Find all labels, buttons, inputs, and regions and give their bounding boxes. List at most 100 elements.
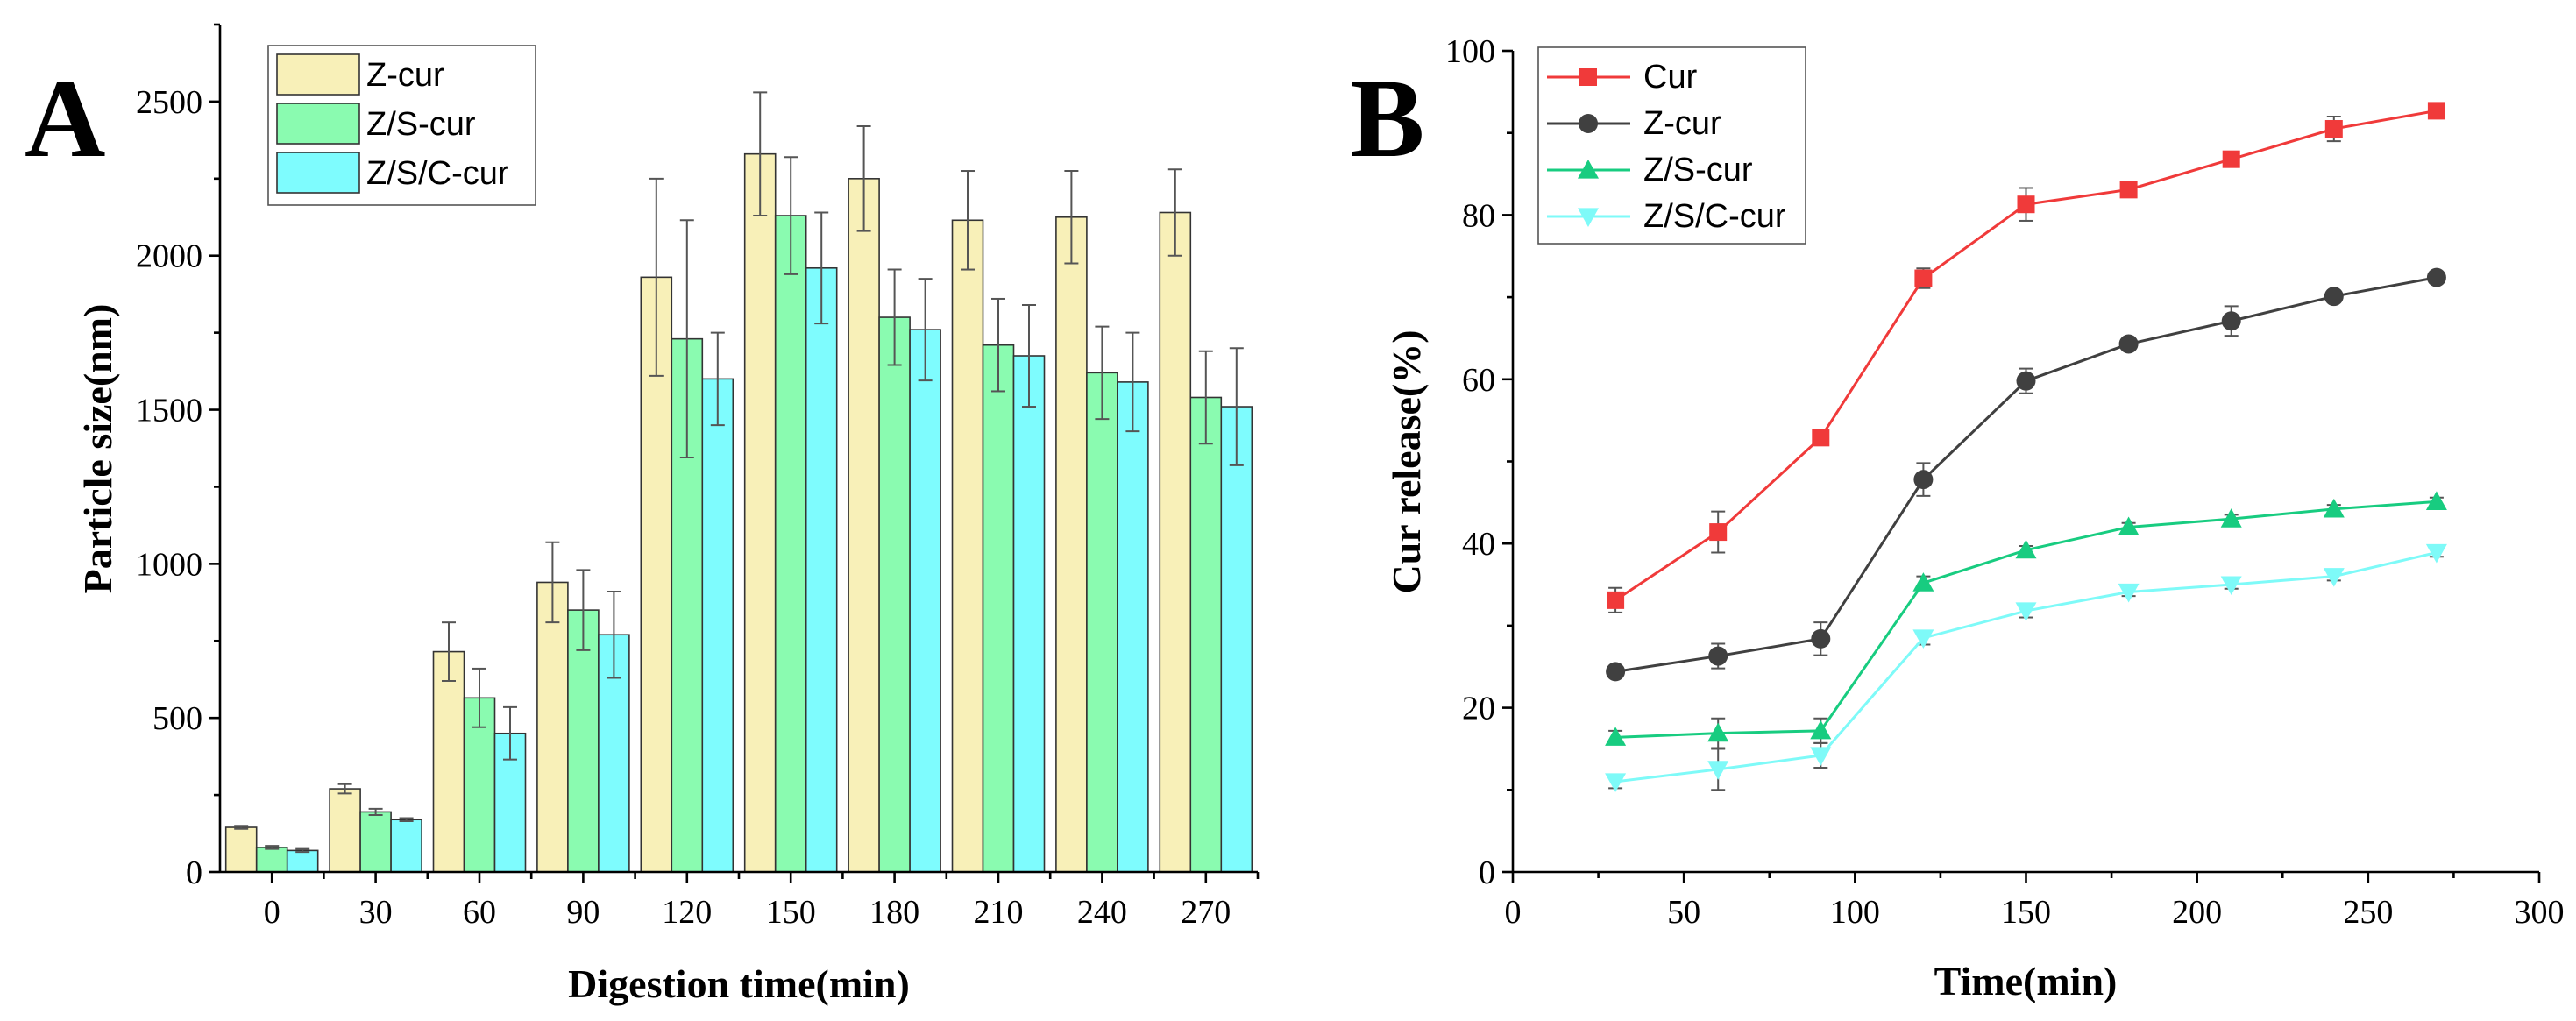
- bar-z-cur-270: [1159, 211, 1192, 873]
- point-z-s-cur-180: [2118, 516, 2140, 536]
- point-cur-270: [2427, 102, 2445, 120]
- bar-z-s-cur-180: [878, 316, 911, 873]
- bar-z-s-cur-30: [359, 811, 392, 873]
- panel-a-bars: [224, 152, 1253, 873]
- b-x-tick-label-100: 100: [1830, 894, 1880, 931]
- point-cur-150: [2017, 195, 2035, 214]
- b-y-tick-label-0: 0: [1479, 854, 1495, 891]
- point-z-cur-90: [1811, 628, 1831, 649]
- x-tick-label-90: 90: [566, 894, 600, 931]
- point-z-s-cur-270: [2425, 491, 2447, 511]
- b-y-tick-label-20: 20: [1462, 691, 1495, 727]
- y-tick-label-0: 0: [186, 854, 202, 891]
- bar-z-s-c-cur-240: [1117, 381, 1149, 873]
- panel-b-letter: B: [1350, 56, 1424, 181]
- legend-marker-z-s-c-cur: [1578, 208, 1599, 227]
- point-z-s-c-cur-150: [2015, 602, 2037, 622]
- legend-label-z-s-cur: Z/S-cur: [366, 106, 476, 143]
- point-z-s-c-cur-270: [2425, 543, 2447, 564]
- x-tick-label-270: 270: [1181, 894, 1231, 931]
- point-z-cur-60: [1708, 646, 1728, 666]
- point-z-s-c-cur-240: [2323, 568, 2345, 587]
- y-tick-label-2000: 2000: [136, 238, 202, 275]
- legend-swatch-z-s-c-cur: [276, 152, 360, 194]
- legend-swatch-z-cur: [276, 53, 360, 96]
- bar-z-s-c-cur-270: [1220, 406, 1253, 873]
- b-y-tick-label-40: 40: [1462, 526, 1495, 563]
- panel-b-markers: [1605, 102, 2447, 792]
- panel-b-line-chart: B 0 20 40 60 80 100 0 50 100 150 200 250 300 Time(m…: [1350, 33, 2565, 1003]
- point-z-cur-270: [2426, 267, 2446, 287]
- panel-a-letter: A: [25, 56, 105, 181]
- legend-label-z-s-cur: Z/S-cur: [1643, 152, 1753, 188]
- bar-z-s-c-cur-120: [701, 378, 734, 873]
- point-z-cur-150: [2016, 371, 2036, 391]
- point-z-s-c-cur-30: [1605, 773, 1627, 792]
- x-tick-label-60: 60: [463, 894, 496, 931]
- point-z-cur-120: [1913, 470, 1934, 490]
- y-tick-label-1500: 1500: [136, 393, 202, 429]
- b-y-tick-label-100: 100: [1445, 33, 1495, 70]
- point-cur-210: [2222, 150, 2240, 168]
- x-tick-label-240: 240: [1077, 894, 1127, 931]
- panel-a-legend: Z-cur Z/S-cur Z/S/C-cur: [267, 45, 536, 206]
- bar-z-s-c-cur-210: [1012, 355, 1046, 873]
- point-z-cur-180: [2118, 334, 2139, 354]
- legend-marker-cur: [1579, 68, 1597, 86]
- bar-z-s-cur-210: [982, 344, 1015, 873]
- point-z-s-cur-120: [1912, 572, 1934, 592]
- b-y-tick-label-80: 80: [1462, 197, 1495, 234]
- y-tick-label-1000: 1000: [136, 546, 202, 583]
- x-tick-label-210: 210: [974, 894, 1024, 931]
- bar-z-cur-210: [951, 219, 984, 873]
- b-x-tick-label-250: 250: [2343, 894, 2393, 931]
- y-tick-label-2500: 2500: [136, 84, 202, 121]
- bar-z-s-cur-240: [1086, 372, 1118, 873]
- point-z-s-c-cur-90: [1810, 747, 1832, 766]
- panel-b-legend: Cur Z-cur Z/S-cur Z/S/C-cur: [1537, 46, 1806, 245]
- panel-a-x-ticks: 0 30 60 90 120 150 180 210 240 270: [264, 872, 1260, 931]
- legend-marker-z-cur: [1579, 114, 1598, 133]
- point-z-s-c-cur-210: [2220, 576, 2242, 596]
- b-y-tick-label-60: 60: [1462, 362, 1495, 399]
- legend-swatch-z-s-cur: [276, 103, 360, 145]
- bar-z-cur-30: [329, 788, 361, 873]
- point-cur-30: [1607, 591, 1625, 609]
- bar-z-s-cur-0: [255, 847, 288, 873]
- point-z-s-cur-210: [2220, 508, 2242, 528]
- panel-b-x-ticks: 0 50 100 150 200 250 300: [1505, 872, 2565, 931]
- legend-label-z-cur: Z-cur: [1643, 105, 1721, 142]
- point-z-cur-210: [2221, 311, 2241, 331]
- point-cur-240: [2324, 120, 2343, 138]
- panel-a-bar-chart: A 0 500 1000 1500 2000 2500 0 30 60 90 120 150 180 2…: [25, 23, 1260, 1006]
- bar-z-s-c-cur-0: [286, 849, 319, 873]
- x-tick-label-0: 0: [264, 894, 280, 931]
- panel-b-y-ticks: 0 20 40 60 80 100: [1445, 33, 1513, 891]
- point-cur-60: [1709, 523, 1728, 542]
- bar-z-cur-240: [1055, 216, 1088, 873]
- panel-b-y-axis-title: Cur release(%): [1384, 330, 1429, 593]
- point-cur-120: [1914, 269, 1933, 287]
- b-x-tick-label-150: 150: [2001, 894, 2051, 931]
- point-z-s-c-cur-120: [1912, 629, 1934, 649]
- bar-z-cur-0: [224, 826, 258, 873]
- b-x-tick-label-200: 200: [2172, 894, 2222, 931]
- line-z-s-c-cur: [1614, 551, 2438, 783]
- legend-label-z-s-c-cur: Z/S/C-cur: [366, 155, 509, 192]
- x-tick-label-180: 180: [869, 894, 919, 931]
- panel-a-x-axis-title: Digestion time(min): [568, 961, 910, 1006]
- point-z-s-cur-30: [1605, 727, 1627, 746]
- bar-z-cur-150: [743, 152, 777, 873]
- b-x-tick-label-0: 0: [1505, 894, 1522, 931]
- bar-z-s-c-cur-150: [805, 266, 838, 873]
- b-x-tick-label-300: 300: [2515, 894, 2565, 931]
- panel-b-x-axis-title: Time(min): [1934, 959, 2118, 1003]
- legend-marker-z-s-cur: [1578, 160, 1599, 179]
- bar-z-cur-90: [536, 581, 569, 873]
- bar-z-s-c-cur-30: [390, 819, 422, 873]
- b-x-tick-label-50: 50: [1667, 894, 1700, 931]
- legend-label-z-s-c-cur: Z/S/C-cur: [1643, 198, 1786, 235]
- legend-label-z-cur: Z-cur: [366, 57, 444, 94]
- x-tick-label-150: 150: [766, 894, 816, 931]
- panel-a-y-ticks: 0 500 1000 1500 2000 2500: [136, 23, 220, 891]
